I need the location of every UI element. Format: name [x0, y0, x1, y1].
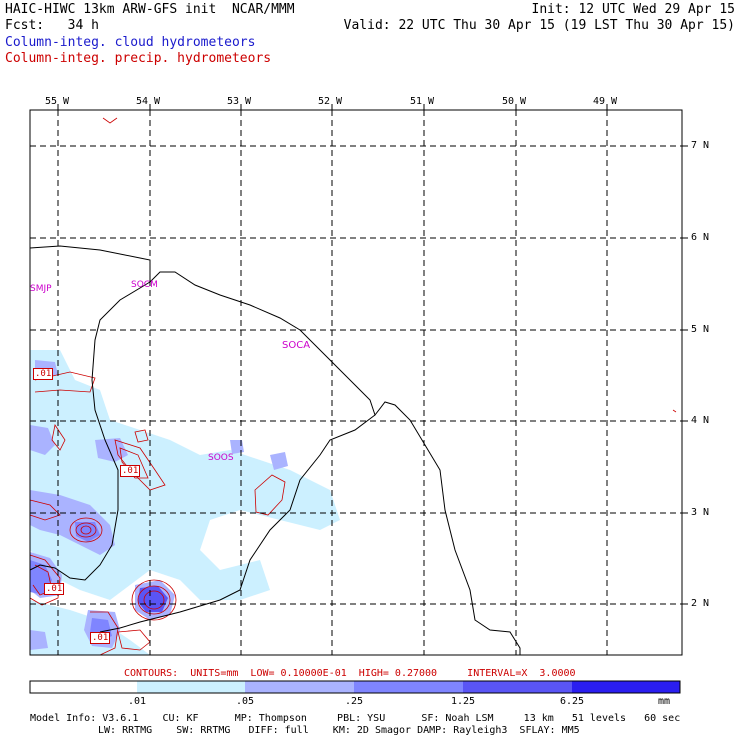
colorbar-bin-2 — [245, 681, 354, 693]
precip-contour — [254, 474, 286, 516]
colorbar-label: .01 — [127, 696, 147, 707]
colorbar-bin-4 — [463, 681, 572, 693]
border-line — [99, 414, 376, 633]
precip-contour — [51, 423, 66, 451]
lon-label: 55 W — [45, 96, 70, 107]
colorbar-unit: mm — [658, 696, 671, 707]
model-info-line2: LW: RRTMG SW: RRTMG DIFF: full KM: 2D Sm… — [98, 725, 580, 736]
lat-label: 7 N — [691, 140, 710, 151]
precip-contour — [672, 409, 677, 413]
precip-contour — [143, 590, 165, 610]
precip-contour — [114, 439, 166, 491]
colorbar-frame — [29, 680, 681, 694]
station-label: SOOS — [208, 453, 234, 463]
shade-region-deep — [75, 522, 100, 542]
forecast-hour: Fcst: 34 h — [5, 18, 99, 33]
colorbar-bin-5 — [572, 681, 680, 693]
field-cloud-label: Column-integ. cloud hydrometeors — [5, 35, 256, 50]
precip-contour — [117, 629, 151, 651]
model-info-line1: Model Info: V3.6.1 CU: KF MP: Thompson P… — [30, 713, 681, 724]
precip-contour — [137, 585, 171, 615]
lat-label: 5 N — [691, 324, 710, 335]
valid-time: Valid: 22 UTC Thu 30 Apr 15 (19 LST Thu … — [343, 18, 735, 33]
init-time: Init: 12 UTC Wed 29 Apr 15 — [531, 2, 736, 17]
colorbar-bin-3 — [354, 681, 463, 693]
colorbar-label: .05 — [235, 696, 255, 707]
precip-contour — [119, 447, 149, 479]
map-frame — [29, 109, 683, 656]
cloud-shading — [30, 350, 340, 655]
station-label: SMJP — [30, 284, 52, 294]
shade-region-mid — [30, 630, 48, 650]
contour-tag: .01 — [90, 632, 111, 644]
lon-label: 53 W — [227, 96, 252, 107]
lat-label: 6 N — [691, 232, 710, 243]
shade-region-deep — [138, 586, 168, 612]
colorbar-bin-0 — [30, 681, 137, 693]
precip-contour — [69, 517, 103, 543]
border-line — [29, 281, 151, 581]
shade-region-light — [30, 350, 340, 600]
contour-tag: .01 — [120, 465, 141, 477]
precip-contour — [29, 499, 61, 521]
model-title: HAIC-HIWC 13km ARW-GFS init NCAR/MMM — [5, 2, 295, 17]
lon-label: 51 W — [410, 96, 435, 107]
station-label: SOCM — [131, 280, 158, 290]
contours-info: CONTOURS: UNITS=mm LOW= 0.10000E-01 HIGH… — [124, 668, 576, 679]
shade-region-mid — [95, 438, 128, 462]
lat-label: 4 N — [691, 415, 710, 426]
precip-contour — [75, 522, 97, 538]
lat-label: 2 N — [691, 598, 710, 609]
lon-label: 54 W — [136, 96, 161, 107]
precip-contour — [102, 117, 118, 124]
lon-label: 50 W — [502, 96, 527, 107]
border-line — [29, 245, 151, 282]
precip-contour — [131, 579, 177, 621]
border-line — [149, 271, 521, 655]
lon-label: 52 W — [318, 96, 343, 107]
colorbar — [29, 680, 681, 694]
contour-tag: .01 — [44, 583, 65, 595]
colorbar-label: .25 — [344, 696, 364, 707]
axis-ticks — [57, 104, 688, 605]
shade-region-mid — [270, 452, 288, 470]
colorbar-label: 6.25 — [559, 696, 585, 707]
shade-region-mid — [30, 425, 55, 455]
precip-contour — [80, 525, 92, 535]
lat-lon-grid — [30, 110, 682, 655]
contour-tag: .01 — [33, 368, 54, 380]
shade-region-mid — [230, 440, 244, 454]
precip-contour — [134, 429, 149, 443]
lat-label: 3 N — [691, 507, 710, 518]
station-label: SOCA — [282, 340, 311, 351]
field-precip-label: Column-integ. precip. hydrometeors — [5, 51, 272, 66]
colorbar-bin-1 — [137, 681, 245, 693]
colorbar-label: 1.25 — [450, 696, 476, 707]
lon-label: 49 W — [593, 96, 618, 107]
